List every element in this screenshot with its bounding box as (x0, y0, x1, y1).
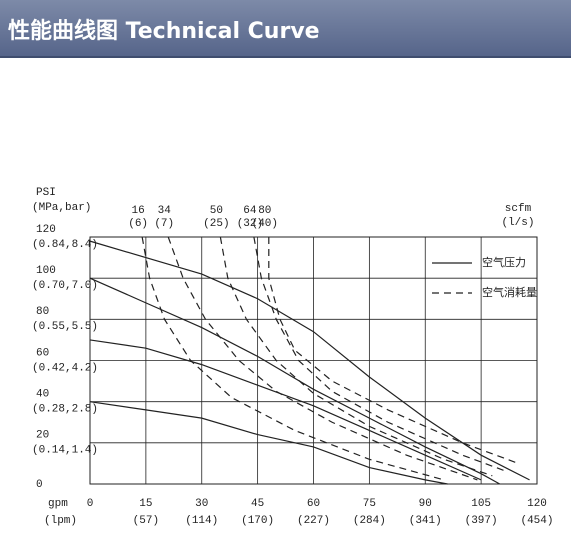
curve (268, 237, 519, 464)
curve (89, 240, 530, 481)
curve (253, 236, 508, 473)
curve (167, 236, 478, 481)
y-tick-sublabel: (0.70,7.0) (32, 280, 98, 292)
curve (89, 277, 501, 485)
x-tick-label: 105 (471, 498, 491, 510)
y-tick-label: 80 (36, 306, 49, 318)
x-tick-sublabel: (170) (241, 515, 274, 527)
curve (219, 236, 493, 477)
x-tick-label: 15 (139, 498, 152, 510)
scfm-label: 50 (210, 205, 223, 217)
x-tick-label: 75 (363, 498, 376, 510)
y-tick-sublabel: (0.84,8.4) (32, 239, 98, 251)
x-tick-label: 60 (307, 498, 320, 510)
header-banner: 性能曲线图 Technical Curve (0, 0, 571, 58)
x-tick-label: 90 (419, 498, 432, 510)
x-tick-sublabel: (454) (520, 515, 553, 527)
x-tick-sublabel: (227) (297, 515, 330, 527)
x-tick-label: 0 (87, 498, 94, 510)
scfm-label: 80 (258, 205, 271, 217)
x-tick-sublabel: (114) (185, 515, 218, 527)
x-axis-label: gpm (48, 498, 68, 510)
scfm-sublabel: (32) (237, 218, 263, 230)
y-tick-label: 20 (36, 430, 49, 442)
y-tick-label: 0 (36, 479, 43, 491)
y-tick-sublabel: (0.55,5.5) (32, 321, 98, 333)
y-tick-label: 60 (36, 347, 49, 359)
y-tick-label: 120 (36, 224, 56, 236)
scfm-label: 16 (132, 205, 145, 217)
top-axis-label: scfm (505, 203, 532, 215)
top-axis-sublabel: (l/s) (501, 217, 534, 229)
y-tick-sublabel: (0.14,1.4) (32, 445, 98, 457)
y-tick-label: 100 (36, 265, 56, 277)
x-tick-label: 30 (195, 498, 208, 510)
y-tick-sublabel: (0.28,2.8) (32, 404, 98, 416)
legend-label: 空气压力 (482, 255, 526, 269)
x-tick-sublabel: (284) (353, 515, 386, 527)
y-axis-label: PSI (36, 187, 56, 199)
legend-label: 空气消耗量 (482, 285, 537, 299)
y-axis-sublabel: (MPa,bar) (32, 202, 91, 214)
curve (89, 339, 482, 481)
curve (89, 401, 448, 485)
scfm-label: 34 (158, 205, 172, 217)
header-title: 性能曲线图 Technical Curve (8, 19, 320, 44)
y-tick-sublabel: (0.42,4.2) (32, 362, 98, 374)
x-tick-sublabel: (397) (465, 515, 498, 527)
x-tick-sublabel: (341) (409, 515, 442, 527)
y-tick-label: 40 (36, 389, 49, 401)
curve (141, 236, 445, 481)
x-tick-label: 45 (251, 498, 264, 510)
scfm-sublabel: (7) (154, 218, 174, 230)
scfm-sublabel: (40) (252, 218, 278, 230)
x-axis-sublabel: (lpm) (44, 515, 77, 527)
x-tick-label: 120 (527, 498, 547, 510)
scfm-sublabel: (6) (128, 218, 148, 230)
scfm-label: 64 (243, 205, 257, 217)
x-tick-sublabel: (57) (133, 515, 159, 527)
scfm-sublabel: (25) (203, 218, 229, 230)
